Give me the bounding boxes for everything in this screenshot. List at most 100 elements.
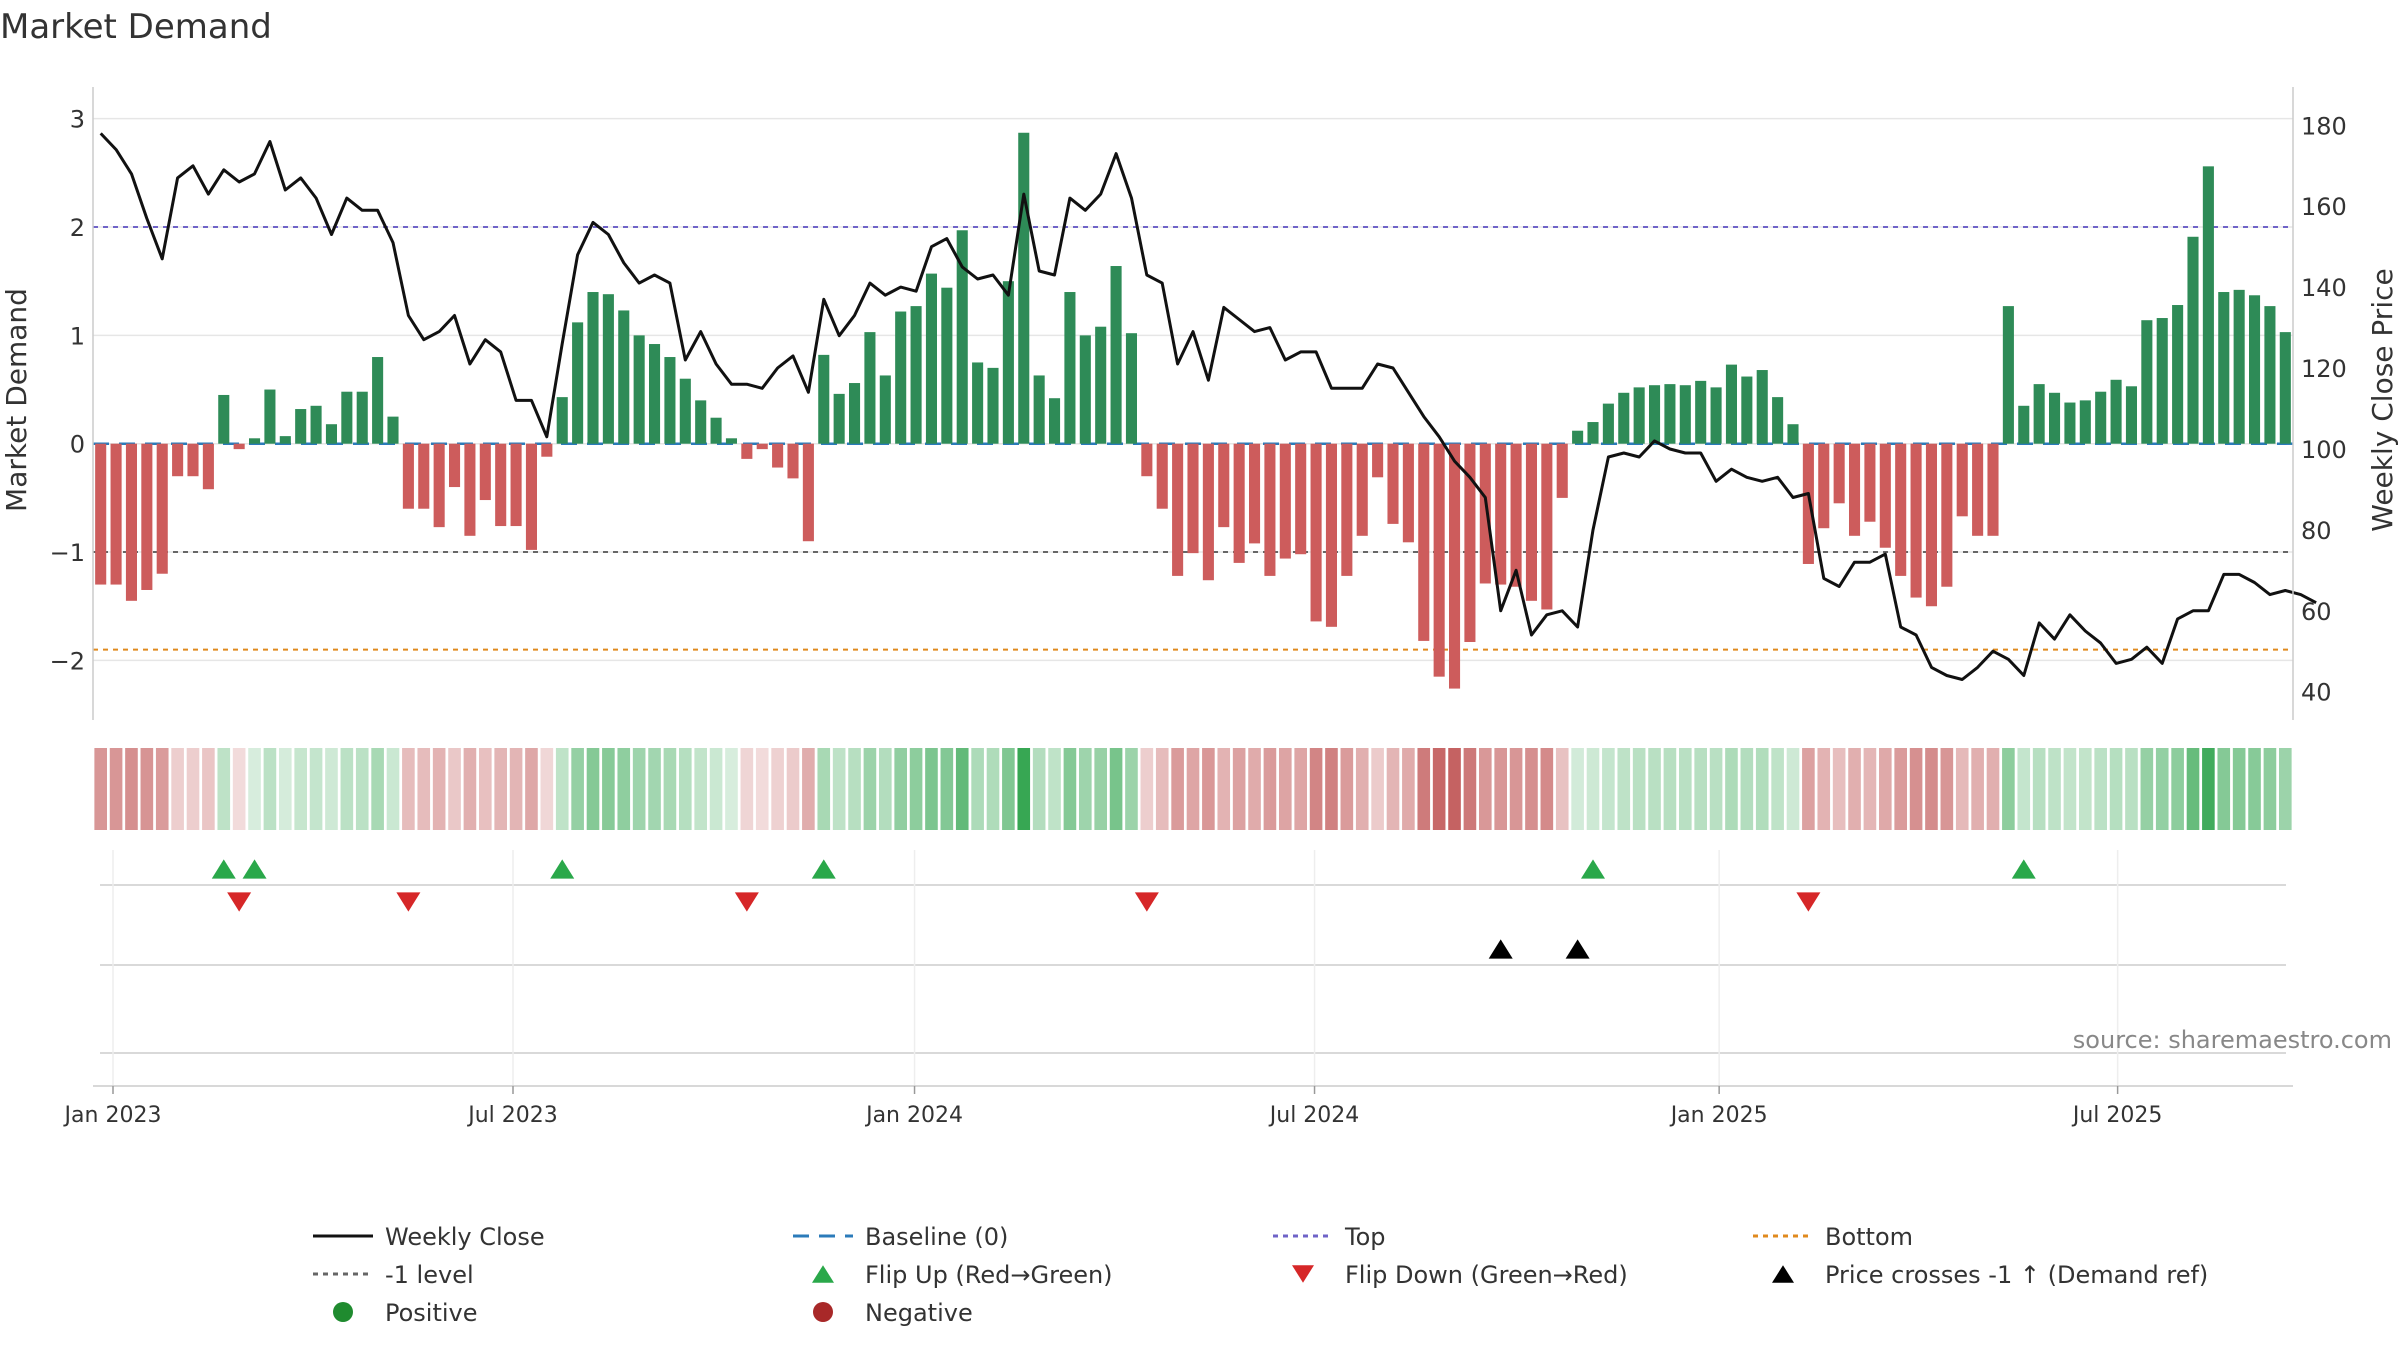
- y-tick-left: 0: [70, 431, 85, 459]
- legend-item: Price crosses -1 ↑ (Demand ref): [1772, 1261, 2208, 1289]
- demand-bar: [1464, 443, 1476, 642]
- demand-bar: [787, 443, 799, 479]
- legend-label: Flip Down (Green→Red): [1345, 1261, 1628, 1289]
- demand-bar: [402, 443, 414, 509]
- heat-cell: [248, 748, 261, 830]
- price-cross-marker: [1565, 939, 1590, 959]
- demand-bar: [218, 394, 230, 444]
- heat-cell: [1417, 748, 1431, 830]
- y-tick-left: 1: [70, 322, 85, 350]
- demand-bar: [1387, 443, 1399, 524]
- legend-item: Weekly Close: [313, 1223, 545, 1251]
- flip-up-marker: [1581, 859, 1605, 879]
- demand-bar: [1602, 403, 1614, 444]
- demand-bar: [1633, 387, 1645, 444]
- demand-bar: [1049, 398, 1061, 444]
- heat-cell: [1679, 748, 1692, 830]
- heat-cell: [602, 748, 615, 830]
- flip-up-marker: [2011, 859, 2036, 879]
- heat-cell: [909, 748, 923, 830]
- demand-bar: [2095, 391, 2107, 444]
- heat-cell: [2109, 748, 2123, 830]
- demand-bar: [802, 443, 814, 542]
- heat-cell: [1540, 748, 1554, 830]
- demand-bar: [1356, 443, 1368, 536]
- date-axis: Jan 2023 Jul 2023 Jan 2024 Jul 2024 Jan 2025…: [63, 1086, 2162, 1128]
- legend-swatch: [1772, 1265, 1794, 1283]
- heat-cell: [879, 748, 892, 830]
- demand-bar: [756, 443, 768, 450]
- heat-cell: [1371, 748, 1384, 830]
- demand-bar: [2218, 292, 2230, 444]
- legend-swatch: [812, 1265, 834, 1283]
- heat-cell: [155, 748, 169, 830]
- weekly-close-line: [99, 132, 2317, 681]
- heat-cell: [371, 748, 384, 830]
- demand-bar: [818, 354, 830, 444]
- legend-item: Baseline (0): [793, 1223, 1008, 1251]
- heat-cell: [1479, 748, 1492, 830]
- y-tick-right: 180: [2301, 112, 2347, 140]
- demand-bar: [249, 438, 261, 444]
- heat-cell: [955, 748, 969, 830]
- heat-cell: [2079, 748, 2092, 830]
- demand-bar: [1787, 424, 1799, 444]
- y-tick-right: 120: [2301, 355, 2347, 383]
- demand-bar: [1310, 443, 1322, 622]
- heat-cell: [2063, 748, 2077, 830]
- demand-bar: [1695, 380, 1707, 444]
- heat-cell: [740, 748, 754, 830]
- demand-bar: [1033, 375, 1045, 444]
- demand-bar: [2049, 392, 2061, 444]
- heat-cell: [2248, 748, 2261, 830]
- heat-cell: [202, 748, 215, 830]
- demand-bar: [1433, 443, 1445, 677]
- flip-up-marker: [811, 859, 836, 879]
- demand-bar: [1402, 443, 1414, 543]
- heat-cell: [1940, 748, 1954, 830]
- heat-cell: [463, 748, 477, 830]
- heat-cell: [1894, 748, 1907, 830]
- demand-bar: [618, 310, 630, 444]
- heat-cell: [1709, 748, 1723, 830]
- demand-bar: [1956, 443, 1968, 517]
- demand-bar: [1864, 443, 1876, 522]
- y-tick-right: 40: [2301, 679, 2332, 707]
- heat-cell: [1817, 748, 1831, 830]
- heat-cell: [571, 748, 584, 830]
- heat-cell: [109, 748, 123, 830]
- heat-cell: [1094, 748, 1107, 830]
- heat-cell: [1863, 748, 1877, 830]
- heat-cell: [2048, 748, 2061, 830]
- heat-cell: [1402, 748, 1415, 830]
- demand-bar: [2202, 166, 2214, 444]
- demand-bar: [741, 443, 753, 459]
- legend-item: Positive: [333, 1299, 478, 1327]
- demand-bar: [1372, 443, 1384, 478]
- heat-cell: [648, 748, 661, 830]
- demand-bar: [1510, 443, 1522, 587]
- legend-item: Flip Down (Green→Red): [1292, 1261, 1628, 1289]
- heat-cell: [586, 748, 600, 830]
- heat-cell: [1279, 748, 1292, 830]
- y-tick-left: −2: [50, 647, 85, 675]
- demand-bar: [525, 443, 537, 550]
- demand-bar: [772, 443, 784, 468]
- demand-bar: [295, 409, 307, 444]
- demand-bar: [541, 443, 553, 457]
- heat-cell: [1032, 748, 1046, 830]
- demand-bar: [1972, 443, 1984, 536]
- demand-bar: [356, 391, 368, 444]
- demand-bar: [1479, 443, 1491, 584]
- demand-bar: [1202, 443, 1214, 581]
- legend-swatch: [813, 1302, 833, 1322]
- demand-bar: [1679, 385, 1691, 444]
- flip-down-marker: [396, 892, 421, 912]
- heat-cell: [1755, 748, 1769, 830]
- heat-cell: [709, 748, 723, 830]
- heat-cell: [1463, 748, 1477, 830]
- heat-cell: [1125, 748, 1138, 830]
- demand-bar: [2141, 320, 2153, 444]
- demand-bar: [310, 405, 322, 444]
- demand-bar: [233, 443, 245, 450]
